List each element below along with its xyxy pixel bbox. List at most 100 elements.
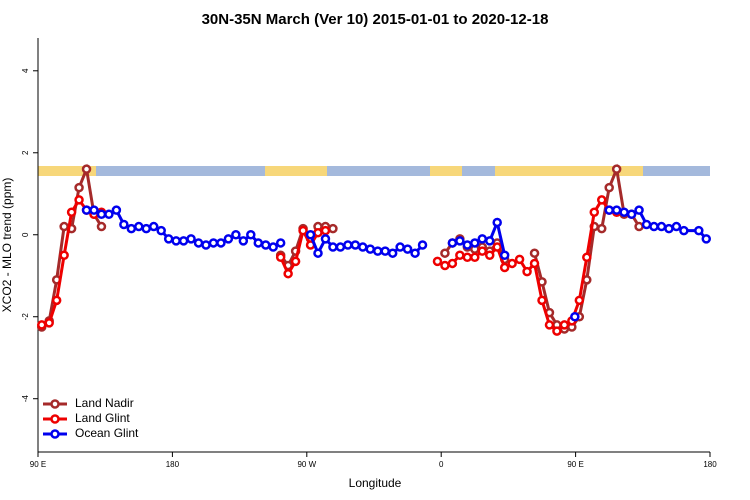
data-point [477,246,488,256]
data-point [522,266,532,277]
data-point [290,256,301,267]
data-point [552,326,562,336]
data-point [74,195,84,205]
legend-swatch-point [50,399,60,409]
data-point [268,242,278,252]
data-point [81,205,92,215]
data-point [36,320,47,330]
data-point [298,225,308,236]
x-tick-label: 180 [166,460,180,469]
data-point [604,205,614,215]
data-point [51,295,62,306]
x-tick-label: 90 W [297,460,316,469]
data-point [514,254,525,265]
y-tick-label: 0 [21,232,30,237]
data-point [395,242,405,252]
data-point [462,252,473,263]
data-point [275,252,286,263]
data-point [447,258,458,269]
data-point [492,217,502,228]
data-point [380,246,390,256]
x-tick-label: 90 E [30,460,46,469]
data-point [634,205,644,215]
data-point [387,248,398,258]
data-point [246,230,256,240]
data-point [484,236,495,246]
data-point [141,223,152,234]
data-point [611,164,622,174]
data-point [81,164,92,174]
legend-label: Land Nadir [75,396,134,410]
chart-title: 30N-35N March (Ver 10) 2015-01-01 to 202… [202,11,549,28]
data-point [66,207,77,217]
data-point [455,250,465,260]
data-point [350,240,361,250]
data-point [365,244,376,254]
data-point [559,320,570,330]
x-tick-label: 90 E [567,460,583,469]
data-point [313,227,323,238]
data-point [492,242,502,252]
data-point [604,182,614,193]
data-point [238,236,249,246]
data-point [320,225,331,236]
data-point [477,234,488,244]
data-point [582,252,592,263]
data-point [59,221,69,232]
data-point [574,295,585,306]
data-point [455,236,465,246]
data-point [656,221,667,232]
data-point [570,311,580,322]
data-point [701,234,712,244]
data-point [484,250,495,260]
data-point [499,262,510,273]
data-point [178,236,189,246]
data-point [201,240,211,250]
x-tick-label: 180 [703,460,717,469]
data-point [313,248,323,258]
data-point [432,256,443,267]
data-point [171,236,181,246]
data-point [641,219,652,230]
data-point [507,258,517,269]
y-tick-label: -2 [21,313,30,321]
data-point [470,238,480,248]
data-point [335,242,346,252]
y-tick-label: 2 [21,150,30,155]
data-point [89,205,99,215]
data-point [193,238,204,248]
land-ocean-strip [38,166,710,176]
data-point [417,240,428,250]
y-axis-label: XCO2 - MLO trend (ppm) [0,178,14,313]
data-point [111,205,122,215]
data-point [410,248,420,258]
data-point [74,182,84,193]
data-point [619,207,629,217]
data-point [447,238,458,248]
y-tick-label: 4 [21,68,30,73]
data-point [96,209,107,220]
data-point [402,244,413,254]
data-point [320,234,331,244]
legend-label: Ocean Glint [75,426,139,440]
data-point [462,240,473,250]
legend-label: Land Glint [75,411,130,425]
data-point [148,221,159,232]
data-point [253,238,264,248]
data-point [328,242,338,252]
data-point [305,230,316,240]
data-point [119,219,129,230]
x-tick-label: 0 [439,460,444,469]
data-point [671,221,682,232]
data-point [634,221,644,232]
data-point [186,234,196,244]
data-point [529,248,540,258]
data-point [544,320,555,330]
data-point [223,234,234,244]
data-point [126,223,137,234]
legend-swatch-point [50,414,60,424]
data-point [260,240,271,250]
data-point [156,225,166,236]
data-point [679,225,689,236]
